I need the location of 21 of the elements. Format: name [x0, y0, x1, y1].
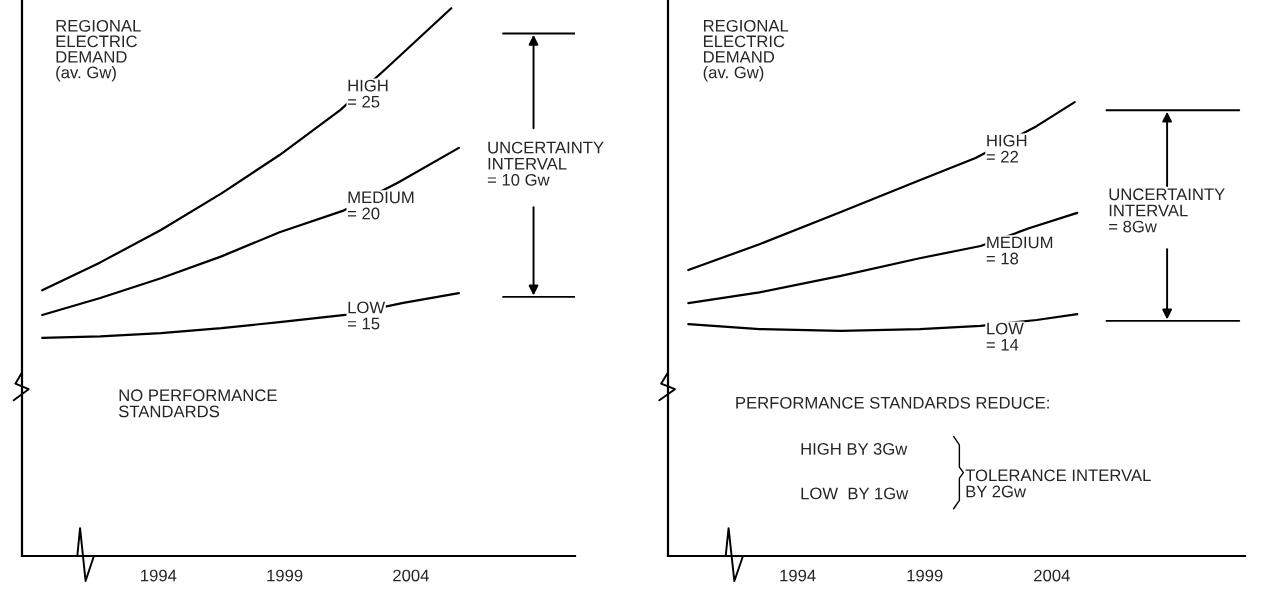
annotation: TOLERANCE INTERVAL BY 2Gw	[965, 469, 1151, 498]
x-tick-label: 1994	[780, 569, 816, 582]
annotation: PERFORMANCE STANDARDS REDUCE:	[736, 396, 1049, 409]
annotation: UNCERTAINTY INTERVAL = 10 Gw	[487, 141, 604, 186]
x-tick-label: 2004	[393, 569, 429, 582]
annotation: NO PERFORMANCE STANDARDS	[118, 389, 277, 418]
annotation: MEDIUM = 20	[347, 191, 414, 220]
annotation: HIGH = 25	[347, 79, 388, 108]
x-tick-label: 2004	[1034, 569, 1070, 582]
x-tick-label: 1999	[267, 569, 303, 582]
annotation: LOW = 15	[347, 301, 386, 330]
annotation: MEDIUM = 18	[986, 236, 1053, 265]
annotation: HIGH BY 3Gw	[801, 443, 908, 455]
y-axis-title: REGIONAL ELECTRIC DEMAND (av. Gw)	[703, 19, 789, 82]
annotation: LOW BY 1Gw	[801, 487, 909, 500]
y-axis-title: REGIONAL ELECTRIC DEMAND (av. Gw)	[56, 19, 141, 82]
annotation: UNCERTAINTY INTERVAL = 8Gw	[1109, 188, 1225, 233]
x-tick-label: 1994	[141, 569, 177, 582]
x-tick-label: 1999	[907, 569, 943, 582]
annotation: LOW = 14	[986, 322, 1024, 351]
annotation: HIGH = 22	[986, 134, 1027, 163]
